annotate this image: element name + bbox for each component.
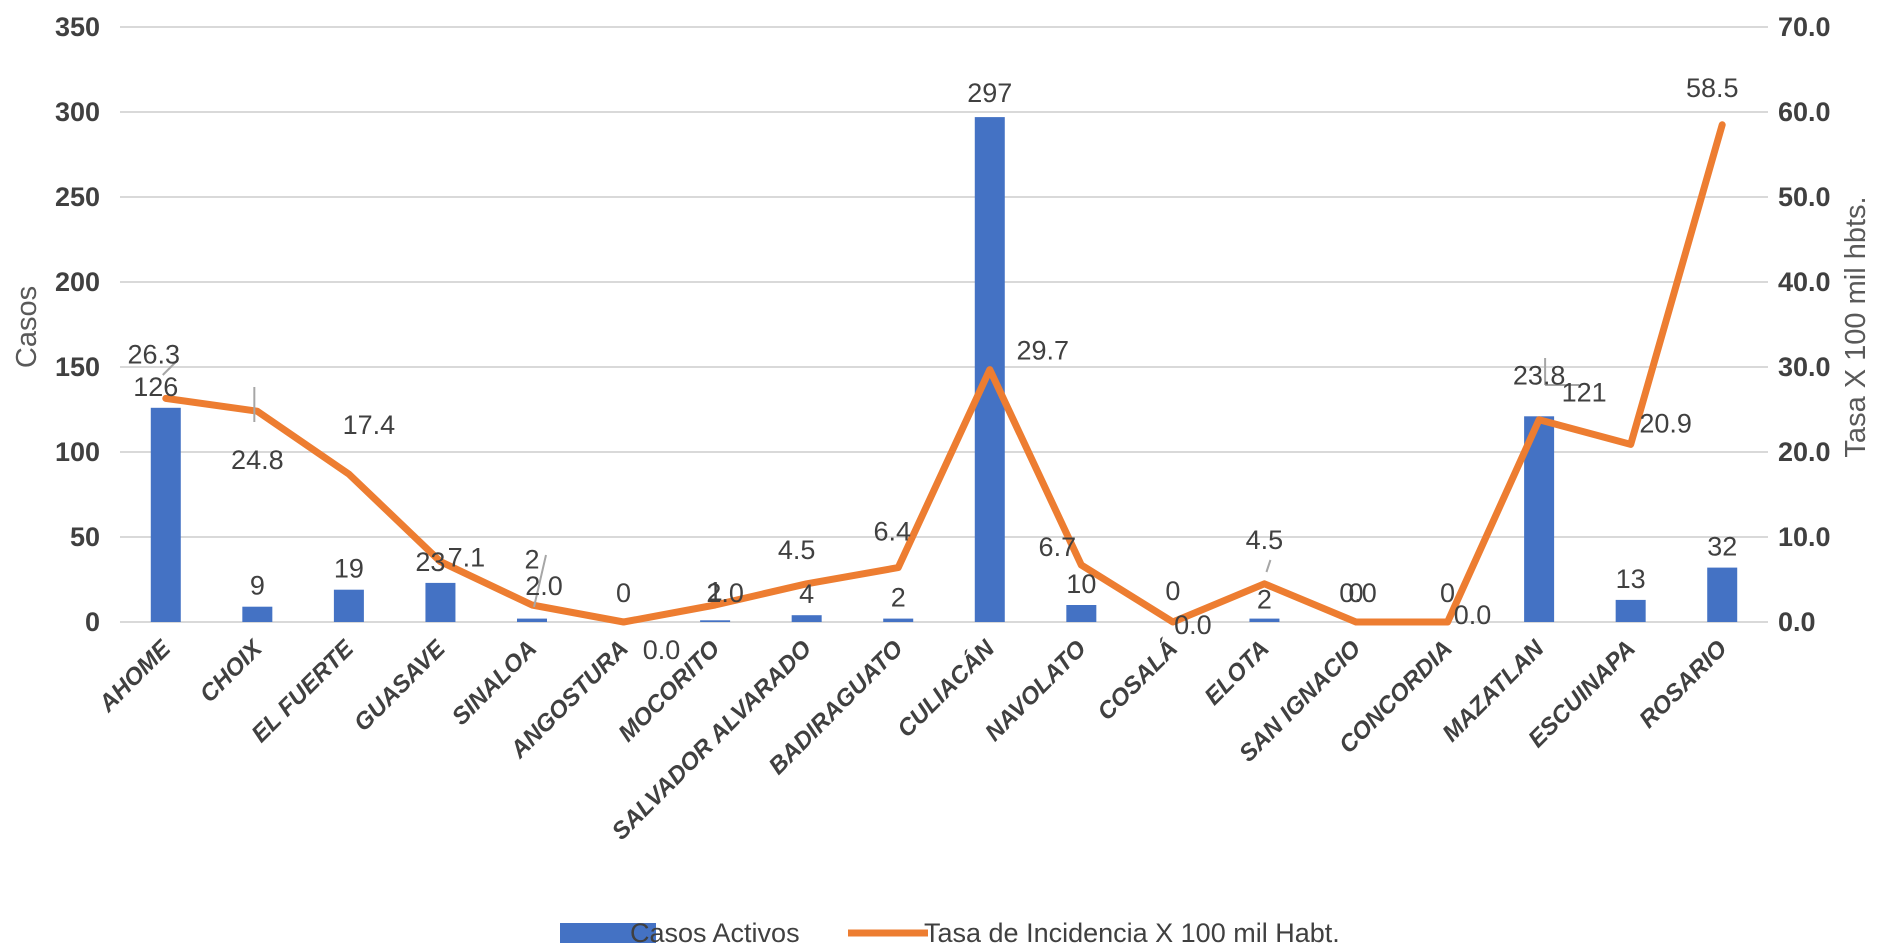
bar <box>425 582 456 622</box>
category-label: CHOIX <box>195 634 269 708</box>
line-data-label: 0.0 <box>1174 610 1212 640</box>
left-tick-label: 250 <box>55 182 100 212</box>
bar-data-label: 32 <box>1707 532 1737 562</box>
bar-data-label: 297 <box>967 78 1012 108</box>
left-tick-label: 150 <box>55 352 100 382</box>
right-tick-label: 20.0 <box>1778 437 1831 467</box>
bar-data-label: 0 <box>1348 578 1363 608</box>
left-tick-label: 100 <box>55 437 100 467</box>
line-data-label: 24.8 <box>231 445 284 475</box>
left-axis-title: Casos <box>11 286 43 368</box>
bar <box>700 620 731 622</box>
line-data-label: 7.1 <box>448 543 486 573</box>
line-data-label: 29.7 <box>1016 336 1069 366</box>
line-data-label: 2.0 <box>706 578 744 608</box>
bar <box>1707 567 1738 622</box>
bar-data-label: 2 <box>1257 585 1272 615</box>
line-data-label: 4.5 <box>778 535 816 565</box>
left-tick-label: 50 <box>70 522 100 552</box>
bar-data-label: 19 <box>334 554 364 584</box>
bar-data-label: 121 <box>1562 377 1607 407</box>
category-label: AHOME <box>93 634 177 718</box>
bar-data-label: 0 <box>616 578 631 608</box>
line-series-tasa-incidencia <box>162 121 1726 626</box>
right-axis-ticks: 0.0 10.0 20.0 30.0 40.0 50.0 60.0 70.0 <box>1778 12 1831 637</box>
line-data-label: 0.0 <box>643 635 681 665</box>
right-tick-label: 50.0 <box>1778 182 1831 212</box>
line-data-label: 58.5 <box>1686 73 1739 103</box>
line-data-label: 26.3 <box>127 339 180 369</box>
line-data-label: 6.7 <box>1039 532 1077 562</box>
left-tick-label: 350 <box>55 12 100 42</box>
bar <box>333 589 364 622</box>
line-data-label: 6.4 <box>873 517 911 547</box>
bar-data-label: 0 <box>1165 576 1180 606</box>
leader-line <box>1265 559 1272 573</box>
category-label: GUASAVE <box>349 634 451 736</box>
bar <box>1249 618 1280 622</box>
left-tick-label: 0 <box>85 607 100 637</box>
category-label: ELOTA <box>1199 635 1274 710</box>
right-tick-label: 10.0 <box>1778 522 1831 552</box>
category-label: COSALÁ <box>1092 634 1183 725</box>
right-axis-title: Tasa X 100 mil hbts. <box>1840 196 1872 457</box>
leader-line <box>533 554 547 608</box>
bar <box>1615 599 1646 622</box>
gridlines <box>120 26 1768 623</box>
line-data-label: 0.0 <box>1454 600 1492 630</box>
right-tick-label: 60.0 <box>1778 97 1831 127</box>
bar-data-label: 4 <box>799 579 814 609</box>
category-label: SINALOA <box>447 635 542 730</box>
left-axis-ticks: 0 50 100 150 200 250 300 350 <box>55 12 100 637</box>
right-tick-label: 30.0 <box>1778 352 1831 382</box>
line-data-label: 23.8 <box>1513 361 1566 391</box>
category-label: ROSARIO <box>1634 635 1733 734</box>
line-data-label: 20.9 <box>1639 408 1692 438</box>
left-tick-label: 200 <box>55 267 100 297</box>
legend-swatch-casos-activos <box>560 923 656 943</box>
bar-data-label: 0 <box>1440 578 1455 608</box>
line-data-label: 2.0 <box>525 571 563 601</box>
legend-label-tasa-incidencia: Tasa de Incidencia X 100 mil Habt. <box>924 918 1340 948</box>
line-data-label: 17.4 <box>343 410 396 440</box>
bar <box>1524 416 1555 622</box>
bar-data-label: 2 <box>891 583 906 613</box>
right-tick-label: 40.0 <box>1778 267 1831 297</box>
bar <box>791 615 822 622</box>
bar-data-label: 1 <box>708 576 723 606</box>
bar <box>883 618 914 622</box>
line-data-label: 0.0 <box>1339 578 1377 608</box>
line-data-label: 4.5 <box>1246 525 1284 555</box>
bar-data-label: 2 <box>524 545 539 575</box>
bar-data-label: 10 <box>1066 569 1096 599</box>
bar-data-labels: 126 9 19 23 2 0 1 4 2 297 10 0 2 0 0 121 13 32 <box>133 78 1737 615</box>
bar-series-casos-activos <box>150 117 1738 622</box>
bar-data-label: 13 <box>1616 564 1646 594</box>
leader-line <box>162 361 177 376</box>
bar <box>150 407 181 622</box>
left-tick-label: 300 <box>55 97 100 127</box>
bar-data-label: 23 <box>415 547 445 577</box>
right-tick-label: 0.0 <box>1778 607 1816 637</box>
label-leader-lines <box>162 358 1580 608</box>
bar <box>242 606 273 622</box>
legend: Casos Activos Tasa de Incidencia X 100 m… <box>560 918 1340 948</box>
legend-label-casos-activos: Casos Activos <box>630 918 800 948</box>
right-tick-label: 70.0 <box>1778 12 1831 42</box>
bar-data-label: 9 <box>250 571 265 601</box>
bar <box>1066 605 1097 622</box>
line-data-labels: 26.3 24.8 17.4 7.1 2.0 0.0 2.0 4.5 6.4 29.7 6.7 0.0… <box>127 73 1738 665</box>
bar-data-label: 126 <box>133 372 178 402</box>
bar <box>517 618 547 622</box>
